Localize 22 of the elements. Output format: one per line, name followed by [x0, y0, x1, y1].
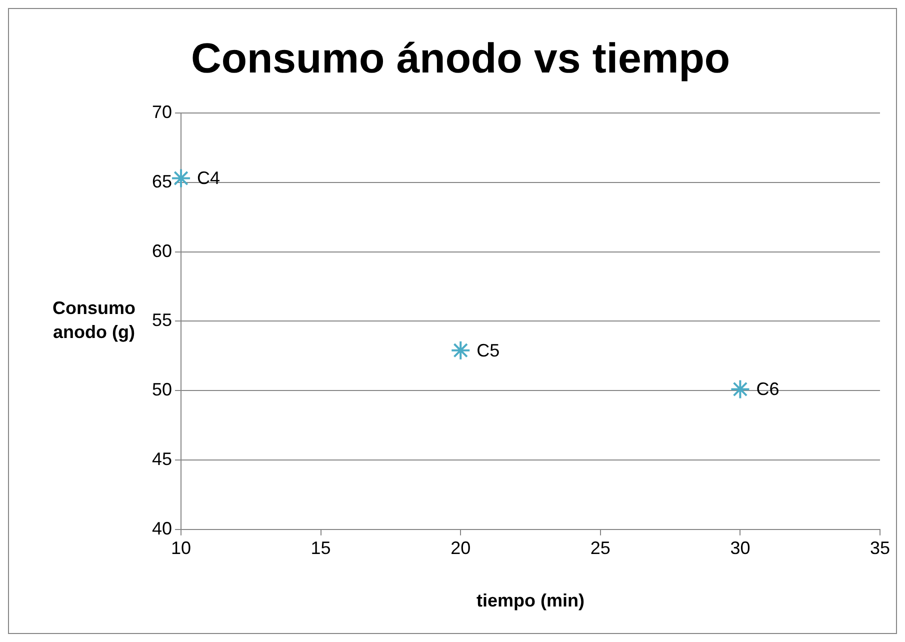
y-tick-label: 60	[152, 240, 172, 261]
x-tick-label: 35	[870, 538, 890, 558]
annotation: C5	[476, 340, 500, 360]
x-tick-label: 15	[310, 538, 331, 558]
y-axis-title: Consumo anodo (g)	[52, 298, 136, 342]
y-tick-label: 55	[152, 310, 172, 330]
y-tick-label: 40	[152, 518, 172, 538]
x-tick-label: 20	[450, 538, 471, 558]
x-tick-label: 10	[171, 538, 192, 558]
point	[730, 379, 750, 400]
annotation: C6	[756, 379, 780, 400]
y-tick-label: 70	[152, 102, 172, 122]
x-tick-label: 30	[730, 538, 750, 558]
y-tick-label: 50	[152, 380, 172, 400]
y-tick-label: 65	[152, 171, 172, 192]
y-tick-label: 45	[152, 448, 172, 469]
x-tick-label: 25	[590, 538, 610, 558]
annotation: C4	[197, 168, 220, 188]
point	[450, 340, 471, 360]
point	[171, 168, 192, 188]
chart-title: Consumo ánodo vs tiempo	[190, 34, 730, 82]
x-axis-title: tiempo (min)	[476, 590, 585, 610]
